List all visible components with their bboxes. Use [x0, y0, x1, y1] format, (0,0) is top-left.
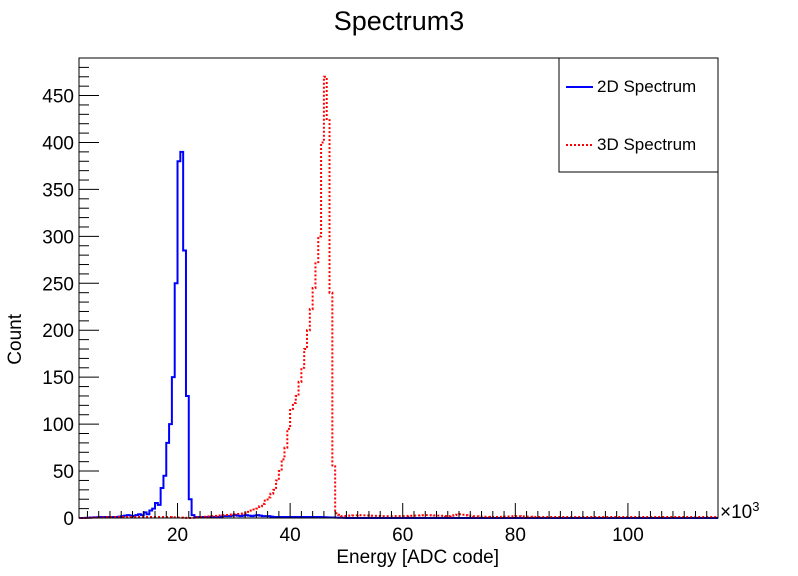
x-exponent-label: ×103 — [720, 499, 759, 523]
y-tick-label: 300 — [42, 227, 74, 248]
axis-ticks — [79, 57, 719, 519]
x-exponent-power: 3 — [752, 499, 759, 514]
y-tick-label: 350 — [42, 180, 74, 201]
series-2d-line — [79, 150, 718, 519]
x-tick-label: 100 — [612, 525, 644, 546]
y-tick-label: 50 — [53, 462, 74, 483]
y-tick-label: 250 — [42, 274, 74, 295]
x-axis-title: Energy [ADC code] — [336, 547, 499, 568]
x-tick-label: 20 — [167, 525, 188, 546]
legend-label-2d: 2D Spectrum — [597, 77, 696, 96]
y-tick-label: 0 — [63, 509, 74, 530]
y-axis-title: Count — [5, 313, 26, 364]
legend-box — [558, 57, 719, 173]
y-tick-label: 450 — [42, 87, 74, 108]
x-tick-label: 80 — [505, 525, 526, 546]
y-tick-label: 400 — [42, 133, 74, 154]
axis-tick-labels: 20 40 60 80 100 0 50 100 150 200 250 300 350 400 450 — [42, 87, 643, 546]
x-tick-label: 60 — [392, 525, 413, 546]
x-tick-label: 40 — [280, 525, 301, 546]
y-tick-label: 150 — [42, 368, 74, 389]
legend-label-3d: 3D Spectrum — [597, 135, 696, 154]
chart-title: Spectrum3 — [334, 6, 465, 36]
plot-frame — [78, 57, 719, 519]
y-tick-label: 200 — [42, 321, 74, 342]
legend: 2D Spectrum 3D Spectrum — [558, 57, 719, 173]
x-exponent-base: ×10 — [720, 502, 752, 523]
y-tick-label: 100 — [42, 415, 74, 436]
